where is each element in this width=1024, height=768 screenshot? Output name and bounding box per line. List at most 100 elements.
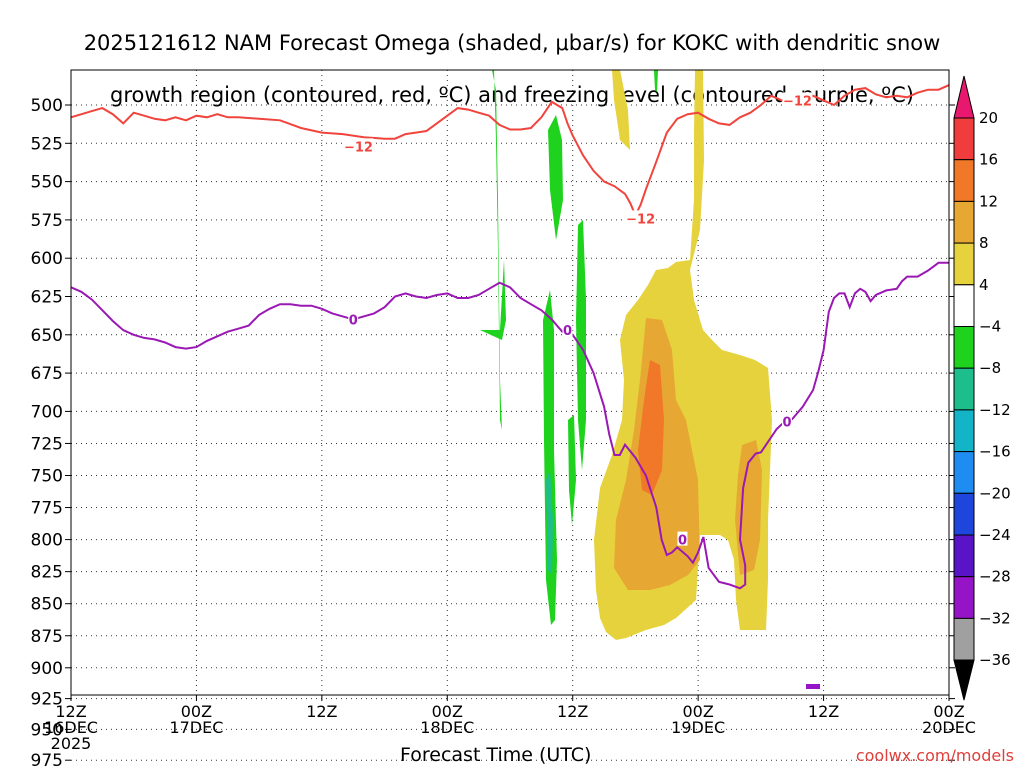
contour-label: 0	[349, 313, 358, 328]
x-tick-label: 17DEC	[169, 718, 223, 737]
colorbar-swatch	[953, 576, 975, 619]
contour-label: 0	[678, 534, 687, 549]
colorbar-label: −4	[979, 318, 1001, 336]
y-tick-label: 825	[31, 563, 63, 583]
colorbar-label: 20	[979, 109, 998, 127]
y-tick-label: 975	[31, 751, 63, 768]
contour-label: −12	[783, 94, 812, 109]
y-tick-label: 500	[31, 96, 63, 116]
y-tick-label: 525	[31, 134, 63, 154]
omega-sinking-core	[735, 440, 762, 575]
x-tick-label: 18DEC	[420, 718, 474, 737]
x-tick-label: 20DEC	[922, 718, 976, 737]
omega-upward-band	[654, 70, 658, 92]
contour-label-bg	[781, 413, 792, 428]
colorbar-swatch	[953, 492, 975, 536]
contour-layer: −12 −12 −12 0 0 0 0	[71, 84, 949, 590]
colorbar-label: −8	[979, 359, 1001, 377]
grid-layer	[71, 70, 949, 761]
colorbar-swatch	[953, 451, 975, 494]
colorbar-label: −20	[979, 484, 1011, 502]
contour-label: −12	[344, 140, 373, 155]
x-tick-label: 12Z	[808, 702, 839, 721]
colorbar-label: −36	[979, 651, 1011, 669]
x-tick-label: 19DEC	[671, 718, 725, 737]
x-tick-label: 00Z	[181, 702, 212, 721]
colorbar-swatch	[953, 617, 975, 661]
contour-line	[71, 261, 949, 590]
colorbar-swatch	[953, 409, 975, 453]
x-tick-label: 00Z	[933, 702, 964, 721]
colorbar-swatch	[953, 242, 975, 286]
omega-upward-band	[478, 260, 506, 340]
omega-upward-band	[568, 415, 576, 525]
contour-label-bg	[348, 311, 359, 326]
omega-shading-layer	[478, 70, 820, 689]
plot-content: −12 −12 −12 0 0 0 0	[71, 70, 949, 689]
contour-line	[71, 84, 949, 218]
contour-label-bg	[677, 531, 688, 546]
contour-label-bg	[625, 210, 656, 225]
omega-upward-band-strong	[546, 470, 553, 575]
colorbar-swatch	[953, 200, 975, 244]
y-tick-label: 850	[31, 595, 63, 615]
y-tick-label: 675	[31, 364, 63, 384]
contour-label: 0	[563, 324, 572, 339]
colorbar-label: 4	[979, 276, 989, 294]
y-tick-label: 800	[31, 531, 63, 551]
omega-upward-band	[492, 70, 502, 430]
colorbar-label: 8	[979, 234, 989, 252]
y-tick-label: 600	[31, 249, 63, 269]
x-tick-label: 12Z	[55, 702, 86, 721]
colorbar-cap-bottom	[953, 659, 975, 701]
chart-title-line-1: 2025121612 NAM Forecast Omega (shaded, μ…	[83, 31, 941, 55]
y-tick-label: 900	[31, 659, 63, 679]
colorbar-swatch	[953, 159, 975, 202]
contour-label-bg	[343, 138, 374, 153]
colorbar-label: −32	[979, 609, 1011, 627]
chart-title-line-2: growth region (contoured, red, ºC) and f…	[110, 83, 914, 107]
y-tick-label: 700	[31, 402, 63, 422]
x-tick-label: 00Z	[432, 702, 463, 721]
omega-small-blob	[806, 684, 820, 689]
y-tick-label: 750	[31, 467, 63, 487]
y-tick-label: 775	[31, 499, 63, 519]
omega-upward-band	[548, 115, 563, 240]
y-tick-label: 950	[31, 720, 63, 740]
colorbar-label: 16	[979, 151, 998, 169]
colorbar-cap-top	[953, 75, 975, 119]
x-tick-label: 16DEC	[44, 718, 98, 737]
colorbar-swatch	[953, 326, 975, 369]
x-tick-label: 12Z	[557, 702, 588, 721]
axes-layer: 500 525 550 575 600 625 650 675 700 725 750 775 800 8…	[31, 96, 976, 768]
contour-label-bg	[562, 322, 573, 337]
x-tick-label: 12Z	[306, 702, 337, 721]
y-tick-label: 650	[31, 326, 63, 346]
x-tick-label: 2025	[51, 734, 92, 753]
colorbar: 20 16 12 8 4 −4 −8 −12 −16 −20 −24 −28 −32 −36	[953, 75, 1011, 701]
colorbar-swatch	[953, 117, 975, 161]
colorbar-label: −16	[979, 443, 1011, 461]
chart-title: 2025121612 NAM Forecast Omega (shaded, μ…	[0, 4, 1024, 134]
contour-label: −12	[626, 212, 655, 227]
colorbar-swatch	[953, 367, 975, 411]
contour-label-bg	[782, 92, 813, 107]
contour-label: 0	[782, 416, 791, 431]
omega-sinking-region	[612, 70, 630, 150]
colorbar-swatch	[953, 534, 975, 578]
x-tick-label: 00Z	[682, 702, 713, 721]
omega-upward-band	[543, 290, 557, 625]
y-tick-label: 725	[31, 434, 63, 454]
y-tick-label: 625	[31, 288, 63, 308]
credit-text: coolwx.com/models	[855, 746, 1014, 765]
colorbar-label: −28	[979, 568, 1011, 586]
y-tick-label: 925	[31, 690, 63, 710]
plot-frame	[70, 69, 950, 696]
colorbar-label: 12	[979, 192, 998, 210]
colorbar-label: −12	[979, 401, 1011, 419]
omega-sinking-strongest	[638, 360, 664, 495]
x-axis-title: Forecast Time (UTC)	[400, 744, 592, 766]
colorbar-swatch	[953, 284, 975, 327]
y-tick-label: 550	[31, 173, 63, 193]
